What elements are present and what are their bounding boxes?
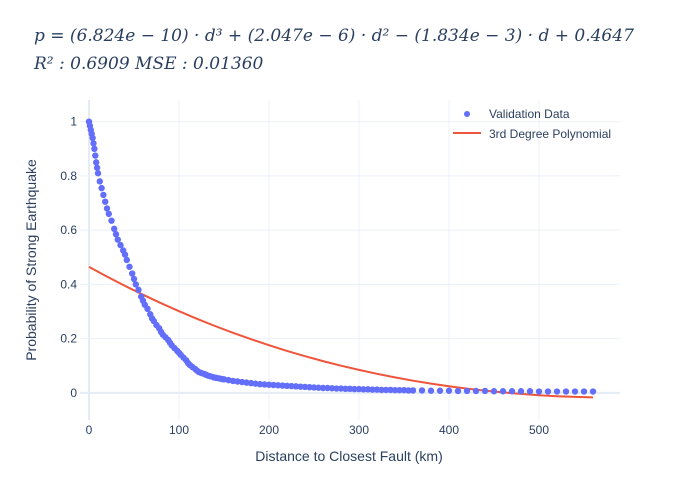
validation-data-point xyxy=(418,387,426,394)
validation-data-point xyxy=(93,159,100,166)
polynomial-fit-line xyxy=(88,266,594,399)
validation-data-point xyxy=(580,388,588,395)
validation-data-point xyxy=(445,387,453,394)
validation-data-point xyxy=(369,386,376,393)
validation-data-point xyxy=(129,270,136,277)
y-tick-label: 0.6 xyxy=(60,223,77,237)
validation-data-point xyxy=(405,387,412,394)
validation-data-point xyxy=(499,388,507,395)
validation-data-point xyxy=(535,388,543,395)
validation-data-point xyxy=(454,387,462,395)
validation-data-point xyxy=(463,387,471,395)
validation-data-point xyxy=(89,134,96,142)
validation-data-point xyxy=(94,170,102,177)
validation-data-point xyxy=(100,191,107,199)
validation-data-point xyxy=(589,388,597,395)
y-tick-label: 0.8 xyxy=(60,169,77,183)
x-tick-label: 0 xyxy=(86,423,93,437)
y-tick-label: 0.4 xyxy=(60,277,77,291)
validation-data-point xyxy=(472,387,480,395)
x-tick-label: 100 xyxy=(169,423,189,437)
tick-labels: 0 100 200 300 400 500 0 0.2 0.4 0.6 0.8 1 xyxy=(60,115,549,437)
validation-data-point xyxy=(144,305,151,313)
legend-marker-validation-data xyxy=(464,111,470,117)
validation-data-point xyxy=(132,281,139,288)
validation-data-point xyxy=(319,384,327,392)
validation-data-point xyxy=(130,275,138,283)
legend-label-polynomial: 3rd Degree Polynomial xyxy=(489,127,611,141)
validation-data-point xyxy=(571,388,579,395)
plot-series xyxy=(85,118,597,399)
validation-data-point xyxy=(103,205,111,212)
validation-data-point xyxy=(123,256,130,264)
y-tick-label: 0 xyxy=(70,386,77,400)
validation-data-point xyxy=(121,251,129,258)
validation-data-point xyxy=(544,388,552,395)
y-tick-label: 1 xyxy=(70,115,77,129)
validation-data-point xyxy=(108,217,115,224)
validation-data-point xyxy=(333,385,340,392)
y-tick-label: 0.2 xyxy=(60,332,77,346)
validation-data-point xyxy=(396,386,403,394)
x-tick-label: 300 xyxy=(349,423,369,437)
legend[interactable]: Validation Data 3rd Degree Polynomial xyxy=(453,107,611,141)
validation-data-point xyxy=(117,241,124,249)
validation-data-point xyxy=(490,388,498,395)
validation-data-point xyxy=(112,231,120,238)
validation-data-point xyxy=(508,388,516,395)
validation-data-point xyxy=(409,387,417,394)
x-tick-label: 500 xyxy=(529,423,549,437)
validation-data-point xyxy=(96,178,104,185)
metrics-subtitle: R² : 0.6909 MSE : 0.01360 xyxy=(34,54,264,74)
legend-label-validation-data: Validation Data xyxy=(489,107,570,121)
grid-lines xyxy=(80,100,620,420)
validation-data-point xyxy=(427,387,435,394)
validation-data-point xyxy=(114,236,122,243)
validation-data-point xyxy=(342,385,349,393)
validation-data-point xyxy=(517,388,525,395)
validation-data-point xyxy=(111,225,118,233)
validation-data-point xyxy=(90,140,97,147)
validation-data-point xyxy=(360,386,367,393)
validation-data-point xyxy=(526,388,534,395)
validation-data-point xyxy=(98,184,105,192)
x-tick-label: 400 xyxy=(439,423,459,437)
equation-title: p = (6.824e − 10) · d³ + (2.047e − 6) · … xyxy=(34,26,634,46)
x-axis-title: Distance to Closest Fault (km) xyxy=(255,448,443,464)
validation-data-point xyxy=(135,286,142,294)
validation-data-point xyxy=(126,263,133,270)
y-axis-title: Probability of Strong Earthquake xyxy=(23,159,39,361)
validation-data-point xyxy=(562,388,570,395)
validation-data-point xyxy=(102,198,109,205)
validation-data-point xyxy=(553,388,561,395)
x-tick-label: 200 xyxy=(259,423,279,437)
validation-data-point xyxy=(391,386,399,394)
validation-data-point xyxy=(351,385,358,393)
validation-data-point xyxy=(93,164,101,171)
validation-data-point xyxy=(91,145,98,153)
validation-data-point xyxy=(105,210,113,218)
validation-data-point xyxy=(481,387,489,395)
validation-data-point xyxy=(92,152,99,159)
validation-data-point xyxy=(382,386,390,394)
validation-data-point xyxy=(436,387,444,394)
validation-data-point xyxy=(378,386,385,394)
